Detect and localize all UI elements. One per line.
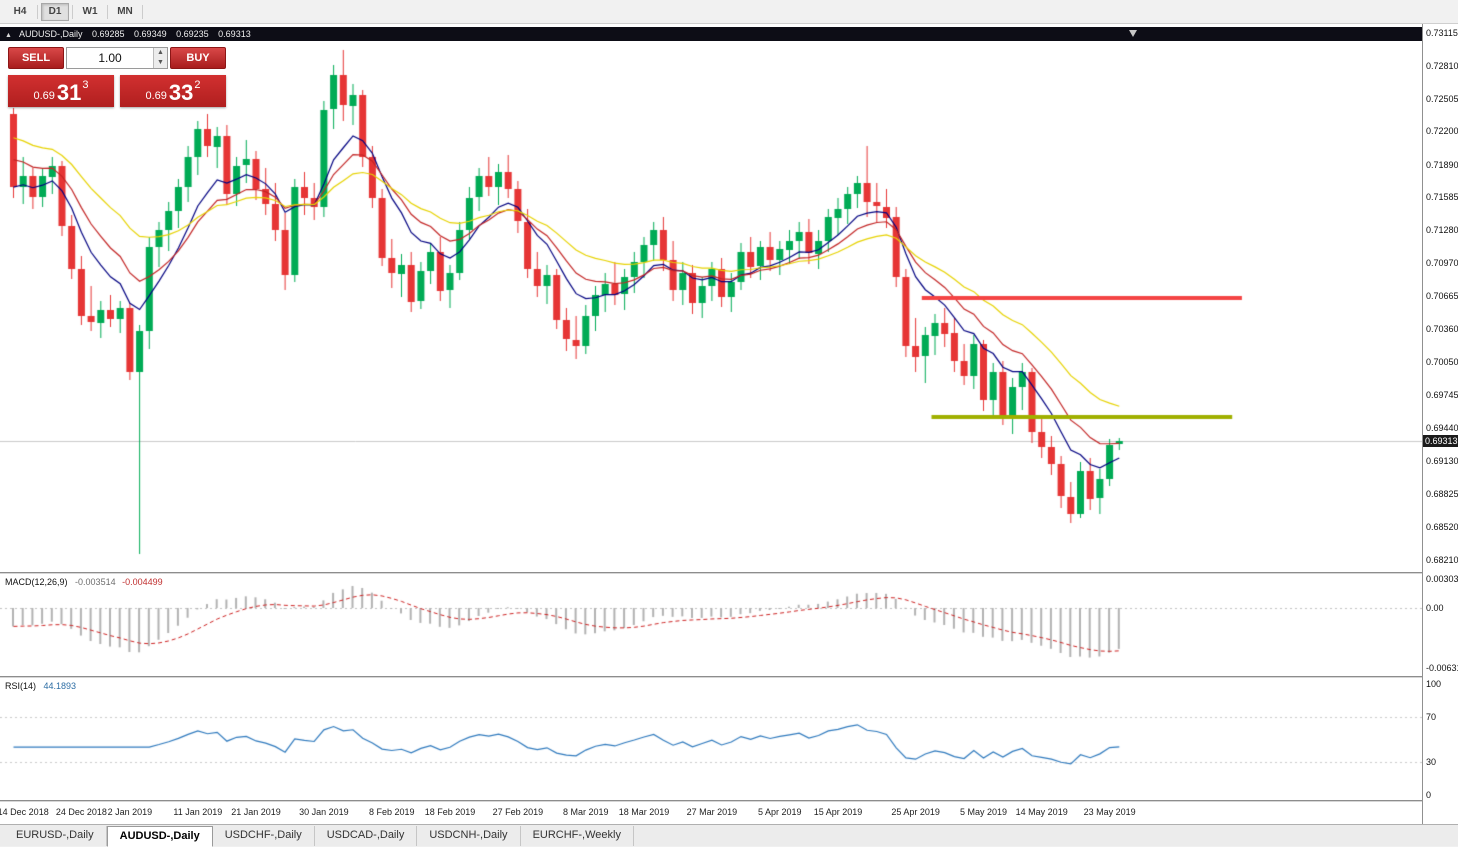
date-axis-label: 11 Jan 2019 (173, 807, 223, 817)
timeframe-button-mn[interactable]: MN (111, 3, 139, 21)
lot-spinner: ▲ ▼ (153, 48, 167, 68)
date-axis-label: 14 Dec 2018 (0, 807, 49, 817)
date-axis-label: 21 Jan 2019 (231, 807, 281, 817)
timeframe-button-w1[interactable]: W1 (76, 3, 104, 21)
chart-tab-bar: EURUSD-,Daily AUDUSD-,Daily USDCHF-,Daily U… (0, 824, 1458, 847)
rsi-axis-label: 70 (1426, 712, 1437, 723)
lot-decrease-button[interactable]: ▼ (154, 58, 167, 68)
sell-price-point: 3 (82, 79, 89, 91)
buy-button[interactable]: BUY (170, 47, 226, 69)
toolbar-separator (37, 4, 38, 19)
chart-title-strip: ▲ AUDUSD-,Daily 0.69285 0.69349 0.69235 … (0, 27, 1422, 41)
price-axis-label: 0.70050 (1426, 357, 1458, 368)
toolbar-separator (72, 4, 73, 19)
price-axis-label: 0.71890 (1426, 159, 1458, 170)
lot-size-value[interactable]: 1.00 (98, 51, 122, 65)
lot-increase-button[interactable]: ▲ (154, 48, 167, 58)
chart-tab-usdchf[interactable]: USDCHF-,Daily (213, 826, 315, 846)
price-axis-label: 0.69440 (1426, 422, 1458, 433)
price-axis[interactable]: 0.69313 0.73115 0.72810 0.72505 0.72200 0.71… (1422, 24, 1458, 824)
date-axis-label: 25 Apr 2019 (891, 807, 940, 817)
timeframe-button-h4[interactable]: H4 (6, 3, 34, 21)
sell-price-pips: 31 (56, 80, 82, 105)
price-axis-label: 0.71280 (1426, 225, 1458, 236)
price-axis-label: 0.72810 (1426, 60, 1458, 71)
macd-indicator-chart[interactable] (0, 574, 1422, 676)
macd-axis-label: 0.00 (1426, 603, 1444, 613)
toolbar-separator (142, 4, 143, 19)
date-axis-label: 18 Feb 2019 (424, 807, 476, 817)
date-axis-label: 15 Apr 2019 (813, 807, 863, 817)
price-axis-label: 0.69130 (1426, 456, 1458, 467)
rsi-axis-label: 100 (1426, 679, 1442, 689)
timeframe-toolbar: H4 D1 W1 MN (0, 0, 1458, 24)
buy-price-point: 2 (194, 79, 201, 91)
one-click-trading-panel: SELL 1.00 ▲ ▼ BUY 0.69 31 3 0.69 33 2 (8, 47, 226, 107)
rsi-axis-label: 30 (1426, 756, 1437, 767)
macd-signal-value: -0.004499 (122, 577, 163, 587)
price-axis-label: 0.70360 (1426, 324, 1458, 334)
date-axis-label: 14 May 2019 (1015, 807, 1068, 817)
price-axis-label: 0.68825 (1426, 488, 1458, 499)
panel-splitter[interactable] (0, 572, 1458, 574)
price-axis-label: 0.72505 (1426, 93, 1458, 104)
ohlc-low-value: 0.69235 (176, 29, 209, 39)
chart-symbol-label: AUDUSD-,Daily (18, 29, 83, 39)
buy-price-prefix: 0.69 (145, 90, 167, 102)
chart-tab-usdcad[interactable]: USDCAD-,Daily (315, 826, 418, 846)
chart-tab-audusd[interactable]: AUDUSD-,Daily (106, 826, 213, 847)
bid-price-label: 0.69313 (1423, 435, 1458, 448)
price-axis-label: 0.68520 (1426, 521, 1458, 532)
date-axis-label: 5 Apr 2019 (758, 807, 802, 817)
buy-price-pips: 33 (168, 80, 194, 105)
rsi-name: RSI(14) (5, 681, 37, 691)
collapse-arrow-icon[interactable]: ▲ (5, 32, 12, 39)
toolbar-separator (107, 4, 108, 19)
price-axis-label: 0.69745 (1426, 390, 1458, 401)
chart-tab-eurchf[interactable]: EURCHF-,Weekly (521, 826, 634, 846)
lot-size-field[interactable]: 1.00 ▲ ▼ (66, 47, 168, 69)
price-axis-label: 0.72200 (1426, 126, 1458, 137)
rsi-value: 44.1893 (43, 681, 77, 691)
chart-shift-marker-icon[interactable] (1129, 30, 1137, 37)
date-axis-label: 23 May 2019 (1083, 807, 1136, 817)
price-axis-label: 0.71585 (1426, 192, 1458, 203)
time-axis[interactable]: 14 Dec 2018 24 Dec 2018 2 Jan 2019 11 Jan 2… (0, 802, 1422, 824)
rsi-label: RSI(14) 44.1893 (5, 681, 76, 691)
sell-price-prefix: 0.69 (33, 90, 55, 102)
date-axis-label: 27 Feb 2019 (492, 807, 544, 817)
main-price-chart[interactable] (0, 24, 1422, 572)
price-axis-label: 0.73115 (1426, 28, 1458, 38)
ohlc-high-value: 0.69349 (134, 29, 167, 39)
date-axis-label: 8 Feb 2019 (369, 807, 415, 817)
date-axis-label: 24 Dec 2018 (55, 807, 107, 817)
macd-axis-label: 0.00303 (1426, 574, 1458, 585)
sell-button[interactable]: SELL (8, 47, 64, 69)
date-axis-label: 18 Mar 2019 (618, 807, 670, 817)
buy-price-display[interactable]: 0.69 33 2 (120, 75, 226, 107)
chart-tab-usdcnh[interactable]: USDCNH-,Daily (417, 826, 521, 846)
rsi-indicator-chart[interactable] (0, 678, 1422, 800)
macd-main-value: -0.003514 (75, 577, 116, 587)
ohlc-open-value: 0.69285 (91, 29, 125, 39)
chart-tab-eurusd[interactable]: EURUSD-,Daily (4, 826, 107, 846)
price-axis-label: 0.70665 (1426, 291, 1458, 302)
macd-label: MACD(12,26,9) -0.003514 -0.004499 (5, 577, 163, 587)
panel-splitter[interactable] (0, 676, 1458, 678)
date-axis-label: 27 Mar 2019 (686, 807, 738, 817)
ohlc-close-value: 0.69313 (218, 29, 251, 39)
price-axis-label: 0.70970 (1426, 258, 1458, 269)
macd-axis-label: -0.00631 (1426, 662, 1458, 673)
sell-price-display[interactable]: 0.69 31 3 (8, 75, 114, 107)
macd-name: MACD(12,26,9) (5, 577, 68, 587)
panel-splitter[interactable] (0, 800, 1458, 802)
date-axis-label: 2 Jan 2019 (107, 807, 153, 817)
date-axis-label: 5 May 2019 (959, 807, 1008, 817)
date-axis-label: 8 Mar 2019 (563, 807, 609, 817)
price-axis-label: 0.68210 (1426, 555, 1458, 565)
timeframe-button-d1[interactable]: D1 (41, 2, 69, 21)
rsi-axis-label: 0 (1426, 790, 1432, 800)
date-axis-label: 30 Jan 2019 (299, 807, 349, 817)
